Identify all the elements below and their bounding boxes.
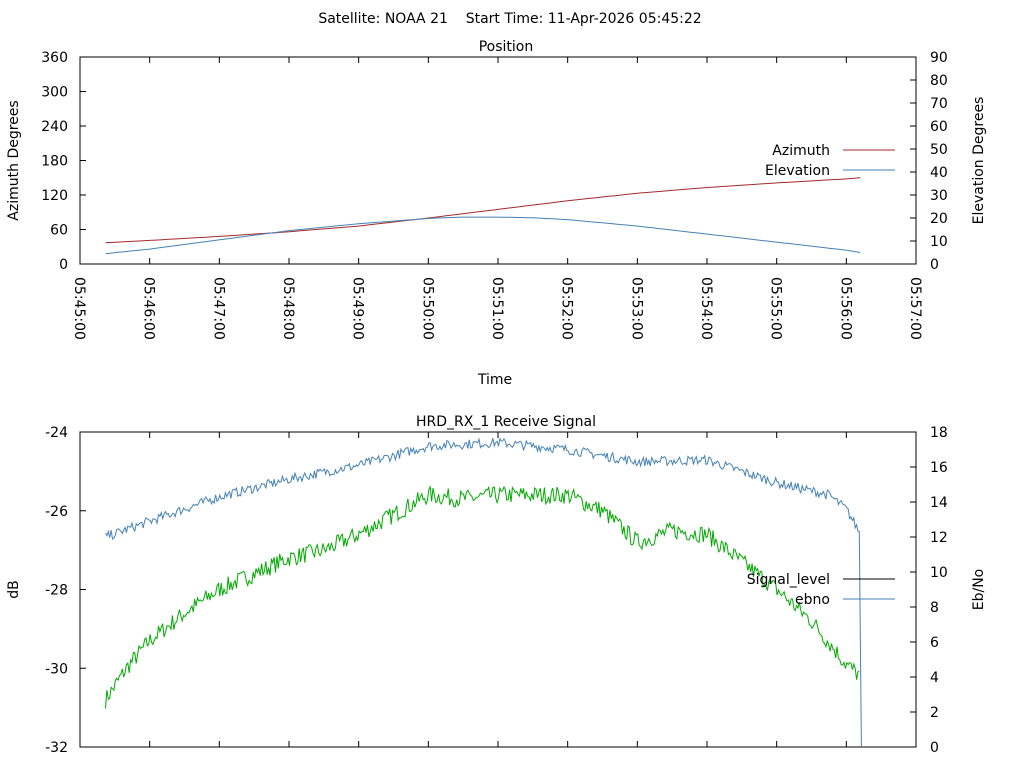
- y-tick-label: 0: [59, 257, 68, 273]
- y-tick-label: -32: [45, 740, 68, 756]
- x-tick-label: 05:46:00: [141, 277, 157, 340]
- y2-tick-label: 16: [930, 460, 948, 476]
- series-line-Azimuth: [105, 177, 861, 244]
- y2-axis-label: Eb/No: [971, 569, 987, 611]
- y2-axis-label: Elevation Degrees: [971, 97, 987, 225]
- y2-tick-label: 80: [930, 73, 948, 89]
- y-tick-label: -26: [45, 504, 68, 520]
- x-tick-label: 05:47:00: [210, 277, 226, 340]
- y2-tick-label: 0: [930, 740, 939, 756]
- y-tick-label: 60: [50, 223, 68, 239]
- y-tick-label: 240: [41, 119, 68, 135]
- x-tick-label: 05:48:00: [280, 277, 296, 340]
- legend-label: Signal_level: [747, 572, 830, 588]
- plot-frame: [79, 56, 917, 265]
- legend-label: ebno: [795, 592, 830, 608]
- y2-tick-label: 0: [930, 257, 939, 273]
- chart-title: Position: [479, 39, 534, 55]
- y2-tick-label: 20: [930, 211, 948, 227]
- y-tick-label: -28: [45, 583, 68, 599]
- x-tick-label: 05:55:00: [768, 277, 784, 340]
- y2-tick-label: 12: [930, 530, 948, 546]
- x-tick-label: 05:52:00: [559, 277, 575, 340]
- plot-frame: [79, 431, 917, 748]
- y2-tick-label: 10: [930, 565, 948, 581]
- y-axis-label: dB: [6, 580, 22, 599]
- y-axis-label: Azimuth Degrees: [6, 100, 22, 220]
- y2-tick-label: 90: [930, 50, 948, 66]
- y-tick-label: 360: [41, 50, 68, 66]
- y-tick-label: 300: [41, 85, 68, 101]
- y2-tick-label: 10: [930, 234, 948, 250]
- x-tick-label: 05:49:00: [350, 277, 366, 340]
- y2-tick-label: 50: [930, 142, 948, 158]
- x-tick-label: 05:53:00: [628, 277, 644, 340]
- legend-label: Elevation: [765, 163, 830, 179]
- chart-header: Satellite: NOAA 21 Start Time: 11-Apr-20…: [318, 11, 701, 27]
- y2-tick-label: 60: [930, 119, 948, 135]
- y-tick-label: -30: [45, 661, 68, 677]
- y2-tick-label: 2: [930, 705, 939, 721]
- x-tick-label: 05:54:00: [698, 277, 714, 340]
- y-tick-label: -24: [45, 425, 68, 441]
- y2-tick-label: 14: [930, 495, 948, 511]
- legend-label: Azimuth: [772, 143, 830, 159]
- y2-tick-label: 30: [930, 188, 948, 204]
- series-line-Elevation: [105, 216, 861, 255]
- x-tick-label: 05:56:00: [837, 277, 853, 340]
- y2-tick-label: 6: [930, 635, 939, 651]
- y2-tick-label: 18: [930, 425, 948, 441]
- chart-title: HRD_RX_1 Receive Signal: [416, 414, 596, 430]
- x-tick-label: 05:45:00: [71, 277, 87, 340]
- x-axis-label: Time: [477, 372, 512, 388]
- x-tick-label: 05:57:00: [907, 277, 923, 340]
- y2-tick-label: 8: [930, 600, 939, 616]
- y2-tick-label: 40: [930, 165, 948, 181]
- y-tick-label: 180: [41, 154, 68, 170]
- y2-tick-label: 4: [930, 670, 939, 686]
- y-tick-label: 120: [41, 188, 68, 204]
- x-tick-label: 05:50:00: [419, 277, 435, 340]
- series-line-unlabeled: [105, 485, 860, 709]
- x-tick-label: 05:51:00: [489, 277, 505, 340]
- y2-tick-label: 70: [930, 96, 948, 112]
- series-line-ebno: [105, 437, 862, 748]
